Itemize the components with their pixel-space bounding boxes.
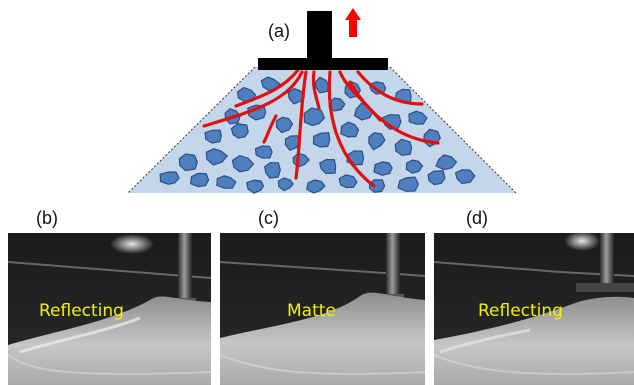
particle: [408, 110, 428, 125]
panel-label-b: (b): [36, 208, 58, 228]
particle: [275, 116, 294, 134]
up-arrow-icon: [345, 8, 361, 37]
particle: [454, 169, 476, 185]
particles: [159, 76, 476, 194]
pile-edge-left: [127, 66, 256, 194]
pulling-plate: [258, 58, 388, 70]
particle: [178, 153, 198, 172]
particle: [254, 145, 273, 159]
panel-label-c: (c): [258, 208, 279, 228]
fracture-line-3: [262, 114, 278, 144]
particle: [231, 155, 255, 173]
fracture-line-1: [234, 68, 300, 108]
fracture-line-6: [327, 70, 376, 188]
particle: [216, 175, 237, 189]
panel-label-a: (a): [268, 21, 290, 41]
particle: [319, 158, 337, 175]
particle: [338, 174, 358, 189]
fracture-line-5: [311, 70, 321, 110]
particle: [397, 176, 420, 192]
photo-c: [220, 233, 425, 385]
particle: [230, 122, 249, 139]
overlay-text-c: Matte: [287, 301, 336, 321]
particle: [427, 170, 446, 186]
particle: [277, 177, 294, 192]
particle: [159, 171, 180, 185]
particle: [189, 172, 210, 188]
fracture-line-8: [356, 70, 424, 106]
particle: [303, 107, 326, 127]
particle: [405, 159, 424, 174]
particle: [368, 132, 386, 151]
overlay-text-b: Reflecting: [39, 301, 124, 321]
schematic-a: [127, 8, 517, 194]
particle: [204, 129, 222, 144]
particle: [368, 179, 386, 193]
particle: [306, 179, 326, 194]
plate-shaft: [307, 11, 332, 61]
fracture-lines: [202, 68, 440, 188]
particle: [340, 121, 360, 138]
photo-b: [8, 233, 211, 385]
particle: [435, 154, 458, 171]
particle: [373, 161, 393, 176]
particle: [284, 135, 301, 152]
overlay-text-d: Reflecting: [478, 301, 563, 321]
fracture-line-9: [348, 80, 440, 145]
particle: [394, 138, 413, 156]
particle: [264, 162, 281, 179]
photo-d: [434, 233, 634, 385]
particle: [205, 148, 229, 166]
particle: [314, 76, 329, 94]
particle: [287, 87, 306, 105]
panel-label-d: (d): [466, 208, 488, 228]
fracture-line-2: [202, 70, 304, 128]
pile-edge-right: [389, 66, 517, 194]
particle: [246, 179, 265, 194]
fracture-line-4: [294, 70, 308, 180]
particle: [312, 131, 331, 148]
